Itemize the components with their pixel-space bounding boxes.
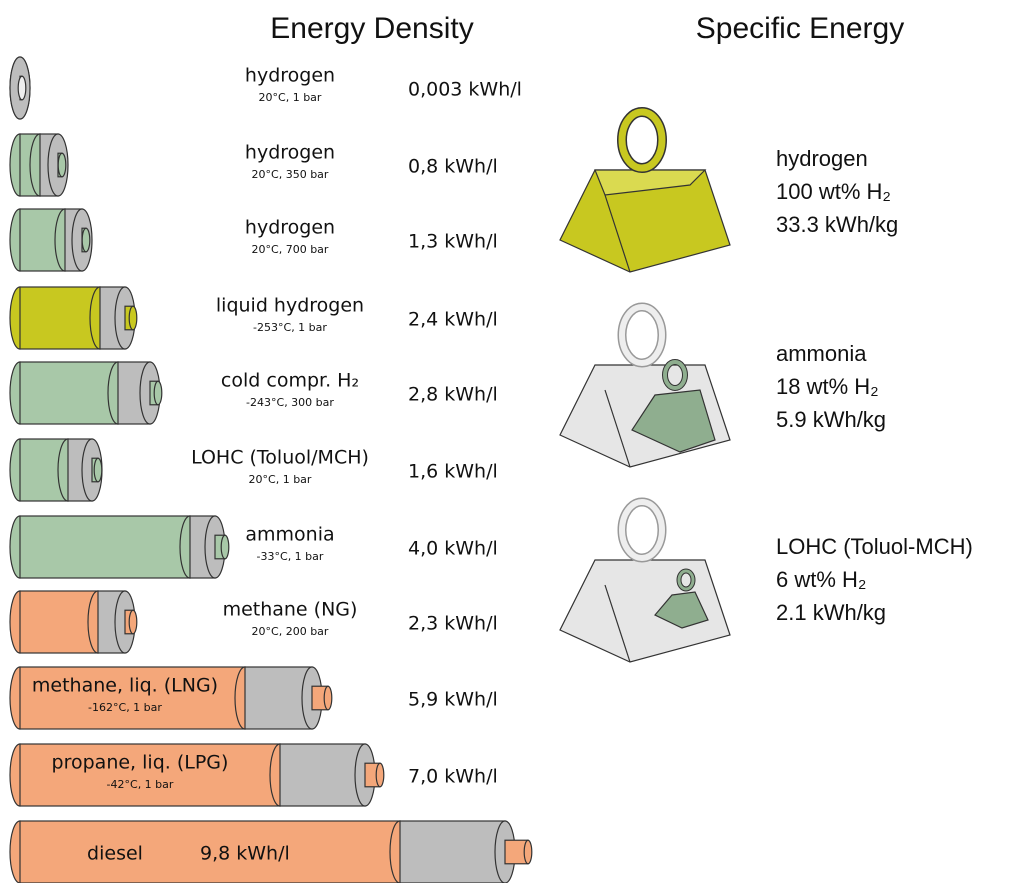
cylinder-end	[58, 153, 66, 177]
fuel-name: hydrogen	[245, 65, 335, 87]
fuel-condition: 20°C, 1 bar	[249, 473, 312, 486]
fuel-name: methane (NG)	[223, 599, 358, 621]
specific-energy: 33.3 kWh/kg	[776, 212, 898, 237]
fuel-name: cold compr. H₂	[221, 370, 359, 392]
fuel-name: methane, liq. (LNG)	[32, 675, 218, 697]
cylinder-end	[18, 76, 26, 100]
fuel-condition: 20°C, 700 bar	[252, 243, 329, 256]
cylinder-body	[20, 591, 98, 653]
weight-hydrogen	[560, 112, 730, 272]
energy-density: 7,0 kWh/l	[408, 766, 498, 788]
fuel-name: propane, liq. (LPG)	[52, 752, 229, 774]
energy-density: 9,8 kWh/l	[200, 843, 290, 865]
energy-density: 2,4 kWh/l	[408, 309, 498, 331]
hydrogen-content: 18 wt% H₂	[776, 374, 879, 399]
fuel-condition: -253°C, 1 bar	[253, 321, 327, 334]
fuel-condition: -243°C, 300 bar	[246, 396, 334, 409]
cylinder-end	[324, 686, 332, 710]
fuel-name: ammonia	[245, 524, 334, 546]
energy-density: 2,8 kWh/l	[408, 384, 498, 406]
cylinder-end	[129, 306, 137, 330]
cylinder-end	[82, 228, 90, 252]
fuel-condition: -42°C, 1 bar	[107, 778, 174, 791]
fuel-name: LOHC (Toluol/MCH)	[191, 447, 369, 469]
specific-energy: 2.1 kWh/kg	[776, 600, 886, 625]
cylinder-body	[280, 744, 365, 806]
specific-energy: 5.9 kWh/kg	[776, 407, 886, 432]
cylinder-end	[94, 458, 102, 482]
cylinder-body	[20, 362, 118, 424]
energy-density: 5,9 kWh/l	[408, 689, 498, 711]
energy-density: 1,6 kWh/l	[408, 461, 498, 483]
fuel-condition: 20°C, 1 bar	[259, 91, 322, 104]
infographic: Energy Density Specific Energy hydrogen 2…	[0, 0, 1030, 883]
cylinder-body	[20, 516, 190, 578]
fuel-name: hydrogen	[245, 142, 335, 164]
weight-ammonia	[560, 307, 730, 467]
fuel-name: diesel	[87, 843, 143, 865]
right-title: Specific Energy	[696, 12, 904, 45]
energy-density: 1,3 kWh/l	[408, 231, 498, 253]
hydrogen-content: 100 wt% H₂	[776, 179, 891, 204]
cylinder-end	[129, 610, 137, 634]
carrier-name: LOHC (Toluol-MCH)	[776, 534, 973, 559]
cylinder-body	[400, 821, 505, 883]
energy-density: 4,0 kWh/l	[408, 538, 498, 560]
fuel-name: hydrogen	[245, 217, 335, 239]
fuel-condition: -162°C, 1 bar	[88, 701, 162, 714]
fuel-condition: 20°C, 200 bar	[252, 625, 329, 638]
weight-lohc	[560, 502, 730, 662]
cylinder-end	[524, 840, 532, 864]
carrier-name: hydrogen	[776, 146, 868, 171]
energy-density: 0,003 kWh/l	[408, 79, 522, 101]
fuel-name: liquid hydrogen	[216, 295, 364, 317]
cylinder-end	[154, 381, 162, 405]
energy-density: 0,8 kWh/l	[408, 156, 498, 178]
hydrogen-content: 6 wt% H₂	[776, 567, 866, 592]
fuel-condition: -33°C, 1 bar	[257, 550, 324, 563]
energy-density: 2,3 kWh/l	[408, 613, 498, 635]
left-title: Energy Density	[270, 12, 473, 45]
carrier-name: ammonia	[776, 341, 867, 366]
cylinder-body	[20, 287, 100, 349]
cylinder-end	[221, 535, 229, 559]
cylinder-end	[376, 763, 384, 787]
fuel-condition: 20°C, 350 bar	[252, 168, 329, 181]
